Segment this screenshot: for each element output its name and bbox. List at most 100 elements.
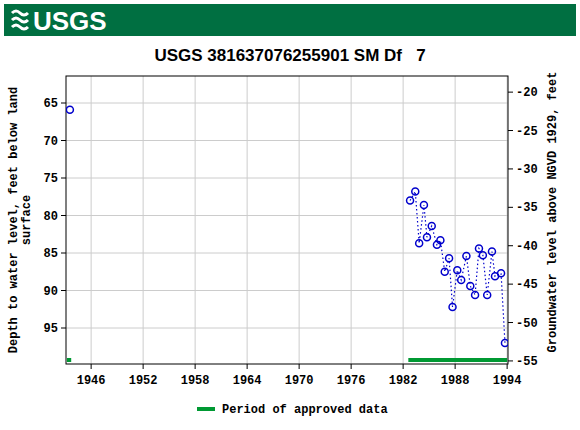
tick-label-x: 1958 [181, 374, 210, 388]
legend-label: Period of approved data [222, 403, 388, 417]
data-point [475, 245, 482, 252]
data-point [420, 202, 427, 209]
tick-label-x: 1952 [129, 374, 158, 388]
tick-y2 [508, 322, 513, 323]
tick-label-x: 1976 [337, 374, 366, 388]
y2-axis-title: Groundwater level above NGVD 1929, feet [546, 72, 560, 353]
tick-label-y2: -20 [516, 86, 538, 100]
tick-label-y: 70 [44, 135, 58, 149]
title: USGS 381637076255901 SM Df 7 [154, 46, 425, 65]
grid-line-y [66, 140, 508, 141]
tick-label-y2: -30 [516, 163, 538, 177]
tick-y [61, 140, 66, 141]
data-point [66, 106, 73, 113]
tick-x [455, 364, 456, 369]
tick-y [61, 178, 66, 179]
plot-frame [66, 76, 508, 364]
tick-label-y: 80 [44, 210, 58, 224]
tick-label-x: 1988 [441, 374, 470, 388]
grid-line-x [403, 76, 404, 364]
plot-area [66, 106, 508, 362]
tick-label-x: 1982 [389, 374, 418, 388]
grid-line-x [455, 76, 456, 364]
logo-text: USGS [33, 6, 107, 36]
data-point [412, 188, 419, 195]
approved-period [408, 358, 507, 362]
tick-label-y: 65 [44, 97, 58, 111]
data-point [441, 268, 448, 275]
tick-x [91, 364, 92, 369]
grid-line-x [351, 76, 352, 364]
tick-label-x: 1946 [77, 374, 106, 388]
tick-x [351, 364, 352, 369]
tick-x [403, 364, 404, 369]
data-point [488, 248, 495, 255]
tick-label-x: 1994 [493, 374, 522, 388]
data-point [449, 304, 456, 311]
y-axis-title: surface [20, 195, 34, 245]
logo-wave [12, 25, 28, 29]
grid-line-y [66, 103, 508, 104]
data-point [463, 253, 470, 260]
grid-line-x [143, 76, 144, 364]
grid-line-x [299, 76, 300, 364]
tick-y [61, 290, 66, 291]
tick-label-y: 90 [44, 285, 58, 299]
grid-line-y [66, 215, 508, 216]
tick-y2 [508, 360, 513, 361]
grid-line-y [66, 253, 508, 254]
data-point [437, 237, 444, 244]
tick-x [299, 364, 300, 369]
tick-y [61, 253, 66, 254]
tick-label-y: 75 [44, 172, 58, 186]
header-band [4, 4, 576, 36]
tick-label-y2: -25 [516, 125, 538, 139]
tick-label-x: 1964 [233, 374, 262, 388]
grid-line-y [66, 178, 508, 179]
legend-swatch [197, 407, 215, 411]
grid-line-y [66, 290, 508, 291]
data-point [467, 283, 474, 290]
data-point [423, 234, 430, 241]
data-point [407, 197, 414, 204]
tick-label-x: 1970 [285, 374, 314, 388]
data-point [479, 252, 486, 259]
tick-y [61, 328, 66, 329]
tick-y2 [508, 130, 513, 131]
tick-y [61, 103, 66, 104]
tick-x [507, 364, 508, 369]
data-point [446, 255, 453, 262]
tick-y2 [508, 92, 513, 93]
y-axis-title: Depth to water level, feet below land [7, 87, 21, 353]
tick-x [143, 364, 144, 369]
chart: USGS USGS 381637076255901 SM Df 7 1946 1952… [0, 0, 580, 430]
tick-y2 [508, 245, 513, 246]
tick-x [247, 364, 248, 369]
grid-line-x [91, 76, 92, 364]
grid-line-y [66, 328, 508, 329]
data-point [501, 340, 508, 347]
data-point [472, 292, 479, 299]
logo-wave [12, 18, 28, 22]
data-point [458, 277, 465, 284]
tick-y2 [508, 168, 513, 169]
tick-label-y: 95 [44, 322, 58, 336]
tick-label-y2: -40 [516, 240, 538, 254]
data-point [416, 240, 423, 247]
tick-y2 [508, 207, 513, 208]
logo-wave [12, 11, 28, 15]
logo-icon [12, 11, 28, 29]
tick-x [195, 364, 196, 369]
grid-line-x [507, 76, 508, 364]
data-point [454, 267, 461, 274]
series-line [410, 192, 505, 344]
tick-label-y2: -35 [516, 201, 538, 215]
tick-label-y2: -45 [516, 278, 538, 292]
tick-y2 [508, 284, 513, 285]
data-point [498, 270, 505, 277]
tick-label-y2: -50 [516, 317, 538, 331]
approved-period [67, 358, 71, 362]
data-point [428, 223, 435, 230]
grid-line-x [195, 76, 196, 364]
tick-label-y: 85 [44, 247, 58, 261]
